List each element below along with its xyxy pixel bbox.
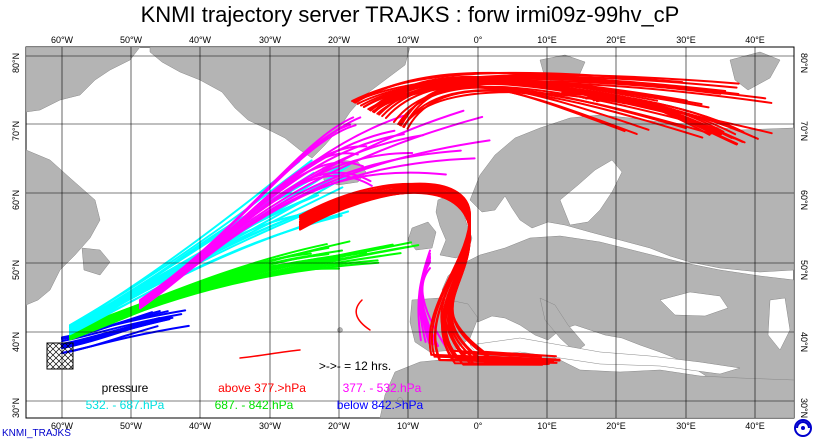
lon-label: 30°E (676, 35, 696, 45)
trajectory-red (299, 182, 522, 360)
lat-label: 80°N (11, 53, 21, 73)
credit-label: KNMI_TRAJKS (2, 428, 71, 439)
trajectory-blue (61, 318, 171, 348)
trajectory-magenta (139, 171, 447, 309)
trajectory-magenta (139, 115, 484, 302)
lat-labels-right: 80°N 70°N 60°N 50°N 40°N 30°N (799, 53, 809, 418)
caspian-sea (767, 297, 791, 351)
legend-heading: pressure (102, 381, 149, 395)
trajectory-red (356, 75, 738, 105)
graticule (26, 47, 794, 418)
trajectory-red (362, 77, 722, 108)
legend-time-mark: >->- = 12 hrs. (319, 359, 391, 373)
newfoundland-landmass (81, 247, 111, 276)
trajectory-red (528, 83, 725, 133)
legend-class-magenta: 377. - 532.hPa (343, 381, 422, 395)
trajectory-red (402, 89, 712, 135)
lat-label: 50°N (11, 260, 21, 280)
lat-label: 30°N (11, 398, 21, 418)
map-title: KNMI trajectory server TRAJKS : forw irm… (140, 2, 680, 27)
lon-label: 0° (474, 421, 483, 431)
lon-label: 20°W (328, 35, 351, 45)
baltic-sea (559, 159, 623, 226)
legend-class-green: 687. - 842.hPa (215, 398, 294, 412)
hatched-box-icon (46, 342, 74, 370)
lat-label: 60°N (799, 190, 809, 210)
lon-label: 60°W (51, 421, 74, 431)
land-layer (26, 47, 794, 418)
legend-class-red: above 377.>hPa (218, 381, 306, 395)
lat-label: 70°N (11, 121, 21, 141)
legend-class-blue: below 842.>hPa (337, 398, 424, 412)
lon-label: 20°E (606, 421, 626, 431)
trajectory-red (373, 79, 703, 114)
lon-label: 30°W (259, 421, 282, 431)
lon-label: 40°E (745, 35, 765, 45)
trajectory-red (371, 81, 773, 113)
lon-label: 40°W (189, 421, 212, 431)
lat-label: 60°N (11, 190, 21, 210)
lat-label: 70°N (799, 121, 809, 141)
lon-label: 20°W (328, 421, 351, 431)
lat-label: 50°N (799, 260, 809, 280)
mediterranean-sea (469, 337, 741, 375)
lon-label: 50°W (120, 35, 143, 45)
trajectory-red (561, 91, 733, 139)
lat-label: 40°N (799, 332, 809, 352)
lat-labels-left: 80°N 70°N 60°N 50°N 40°N 30°N (11, 53, 21, 418)
legend: >->- = 12 hrs. pressure above 377.>hPa 3… (86, 359, 424, 412)
trajectory-magenta (421, 267, 449, 351)
lon-labels-top: 60°W 50°W 40°W 30°W 20°W 10°W 0° 10°E 20… (51, 35, 765, 45)
lon-label: 60°W (51, 35, 74, 45)
trajectory-red (352, 73, 740, 103)
lon-label: 0° (474, 35, 483, 45)
lon-label: 50°W (120, 421, 143, 431)
trajectory-green (69, 261, 317, 339)
lon-label: 10°W (397, 421, 420, 431)
lon-label: 20°E (606, 35, 626, 45)
trajectory-red (355, 299, 371, 331)
scandinavia-landmass (469, 114, 794, 273)
lon-label: 10°W (397, 35, 420, 45)
greenland-landmass (149, 47, 411, 159)
lat-label: 40°N (11, 332, 21, 352)
labrador-landmass (26, 149, 101, 306)
trajectory-green (69, 246, 330, 334)
canada-arctic-landmass (26, 47, 141, 113)
knmi-logo-icon (794, 419, 812, 437)
lon-label: 40°E (745, 421, 765, 431)
black-sea (659, 291, 729, 317)
lat-label: 30°N (799, 398, 809, 418)
trajectory-red (595, 98, 738, 146)
trajectory-red (397, 86, 687, 130)
lon-label: 10°E (537, 421, 557, 431)
lon-labels-bottom: 60°W 50°W 40°W 30°W 20°W 10°W 0° 10°E 20… (51, 421, 765, 431)
lon-label: 40°W (189, 35, 212, 45)
trajectory-magenta (417, 249, 431, 342)
continental-europe-landmass (441, 235, 794, 418)
trajectory-blue (61, 325, 159, 355)
trajectory-magenta (139, 116, 362, 302)
legend-class-cyan: 532. - 687.hPa (86, 398, 165, 412)
lon-label: 10°E (537, 35, 557, 45)
trajectory-layer (61, 71, 773, 366)
lat-label: 80°N (799, 53, 809, 73)
lon-label: 30°E (676, 421, 696, 431)
trajectory-green (69, 252, 354, 336)
lon-label: 30°W (259, 35, 282, 45)
